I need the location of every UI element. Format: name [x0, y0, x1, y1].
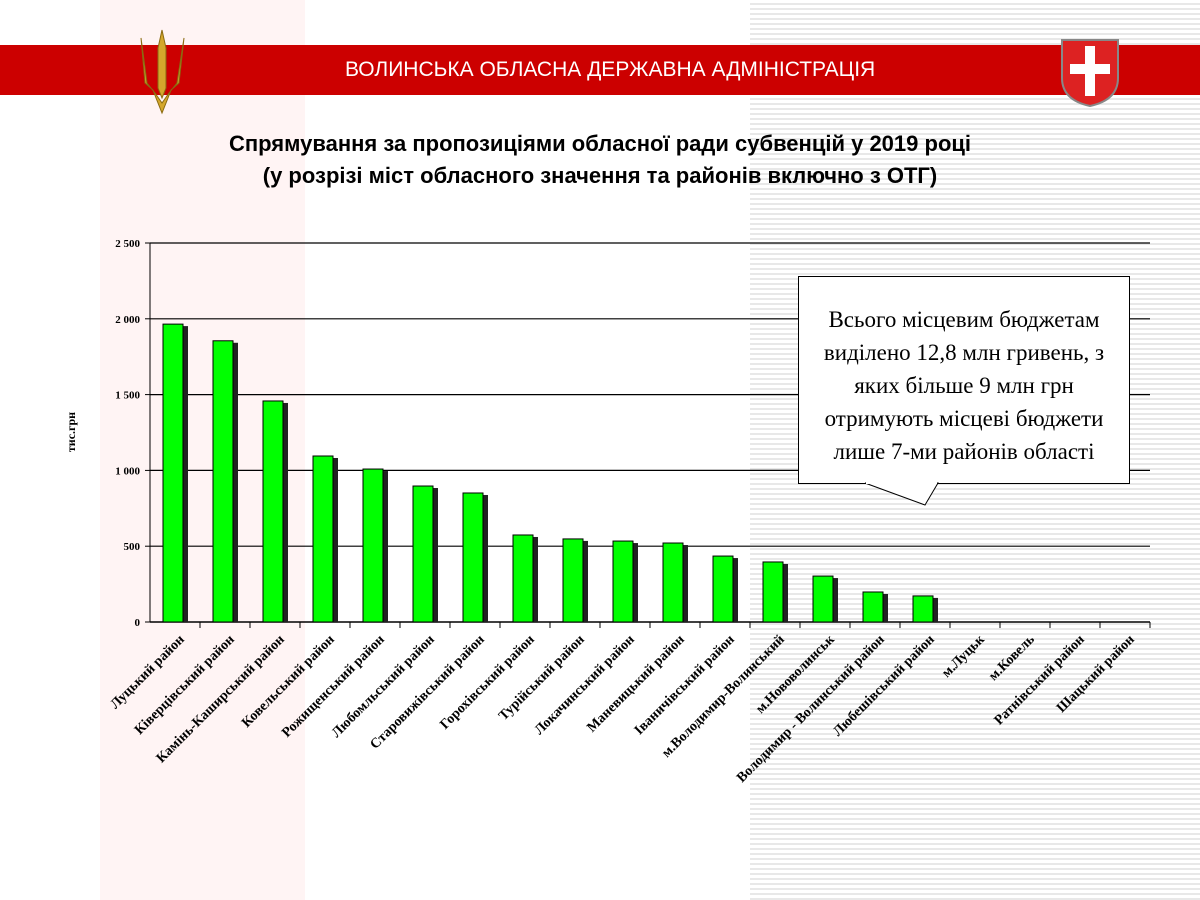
callout-note: Всього місцевим бюджетам виділено 12,8 м…: [798, 276, 1130, 484]
x-tick-label: Маневицький район: [584, 632, 687, 735]
bar: [812, 575, 834, 623]
bar: [612, 540, 634, 623]
x-tick-label: Рожищенський район: [279, 632, 387, 740]
x-tick-label: Любешівський район: [830, 632, 937, 739]
header-band: [0, 45, 1200, 95]
volyn-coat-of-arms-icon: [1061, 39, 1119, 108]
callout-line: виділено 12,8 млн гривень, з: [823, 340, 1105, 365]
x-tick-label: Ківерцівський район: [132, 632, 238, 738]
callout-line: лише 7-ми районів області: [833, 439, 1095, 464]
x-tick-label: Локачинський район: [532, 632, 638, 738]
org-name: ВОЛИНСЬКА ОБЛАСНА ДЕРЖАВНА АДМІНІСТРАЦІЯ: [345, 58, 876, 81]
bar: [562, 538, 584, 623]
title-line-1: Спрямування за пропозиціями обласної рад…: [228, 131, 972, 156]
callout-line: Всього місцевим бюджетам: [828, 307, 1100, 332]
callout-line: яких більше 9 млн грн: [854, 373, 1074, 398]
bar: [162, 323, 184, 623]
y-tick-label: 0: [135, 617, 141, 629]
title-line-2: (у розрізі міст обласного значення та ра…: [262, 163, 938, 188]
trident-emblem-icon: [140, 29, 185, 115]
y-tick-label: 1 500: [115, 390, 140, 402]
y-tick-label: 1 000: [115, 465, 140, 477]
bar: [412, 485, 434, 623]
bar: [262, 400, 284, 623]
x-tick-label: м.Ковель: [986, 632, 1038, 684]
x-tick-label: Турійський район: [496, 632, 588, 724]
bar: [912, 595, 934, 623]
bar: [312, 455, 334, 623]
x-tick-label: м.Луцьк: [939, 632, 988, 681]
bar: [362, 468, 384, 623]
y-tick-label: 500: [124, 541, 141, 553]
bar: [212, 340, 234, 623]
bar: [762, 561, 784, 623]
x-tick-label: Іваничівський район: [632, 632, 738, 738]
x-tick-label: Ковельський район: [239, 632, 338, 731]
y-tick-label: 2 500: [115, 238, 140, 250]
bar: [512, 534, 534, 623]
x-tick-label: Ратнівський район: [992, 632, 1088, 728]
bar: [662, 542, 684, 623]
x-tick-label: Горохівський район: [437, 632, 537, 732]
bar: [462, 492, 484, 623]
y-tick-label: 2 000: [115, 314, 140, 326]
bar: [712, 555, 734, 623]
callout-line: отримують місцеві бюджети: [824, 406, 1104, 431]
y-axis-label: тис.грн: [64, 412, 78, 452]
bar: [862, 591, 884, 623]
chart-title: Спрямування за пропозиціями обласної рад…: [0, 128, 1200, 192]
